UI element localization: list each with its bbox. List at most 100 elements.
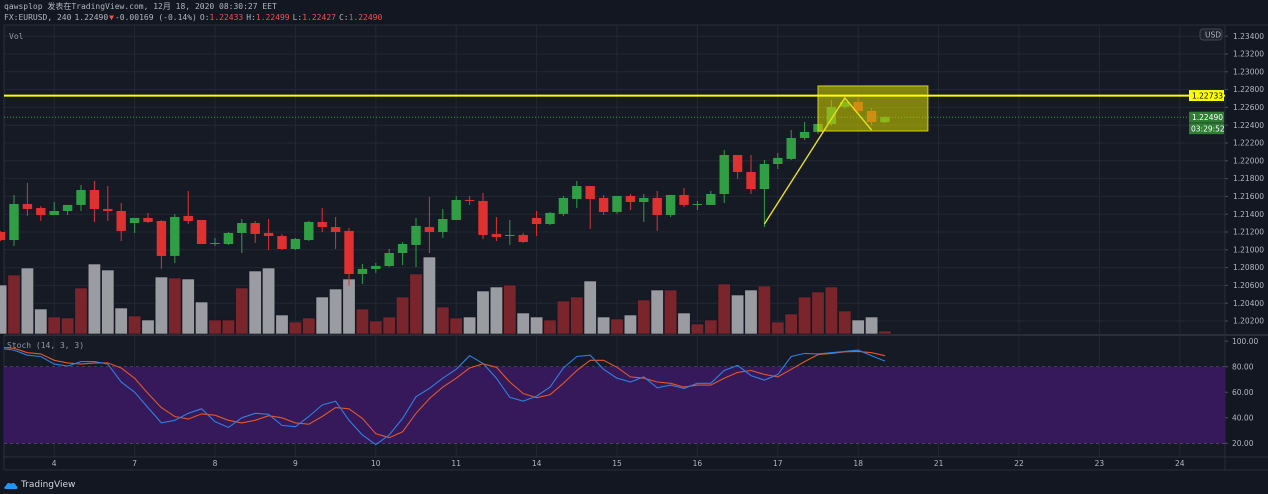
volume-bar	[650, 289, 664, 335]
volume-bar	[221, 319, 235, 335]
down-arrow-icon: ▼	[109, 13, 114, 22]
last-price: 1.22490	[74, 13, 109, 22]
stoch-label: 20.00	[1232, 439, 1254, 448]
candle-body	[317, 221, 327, 228]
candle-body	[612, 195, 622, 212]
candle-body	[237, 223, 247, 233]
candle-body	[196, 219, 207, 245]
stoch-lines	[3, 346, 886, 446]
stoch-band	[4, 366, 1225, 444]
volume-bar	[87, 263, 101, 335]
candle-body	[263, 232, 274, 237]
candle-body	[103, 208, 113, 211]
candle-body	[505, 234, 515, 237]
candle-body	[250, 223, 260, 234]
volume-bar	[556, 300, 570, 335]
candle-body	[598, 198, 609, 212]
trend-line[interactable]	[763, 96, 873, 225]
volume-bar	[878, 330, 892, 335]
price-label: 1.23200	[1233, 50, 1264, 59]
candle-body	[518, 234, 528, 242]
volume-bar	[731, 294, 745, 335]
candle-body	[22, 203, 33, 209]
candle-body	[76, 189, 86, 205]
time-label: 10	[371, 459, 381, 468]
volume-bar	[623, 314, 637, 335]
candle-body	[585, 185, 595, 199]
volume-bar	[302, 317, 316, 335]
candle-body	[706, 193, 716, 205]
volume-bar	[74, 287, 88, 335]
candle-body	[371, 265, 381, 269]
volume-bar	[369, 320, 383, 335]
candle-body	[9, 203, 19, 241]
countdown-label: 03:29:52	[1191, 124, 1225, 133]
price-label: 1.20200	[1233, 317, 1264, 326]
time-label: 15	[612, 459, 622, 468]
highlight-rectangle[interactable]	[817, 85, 929, 132]
stoch-label: 60.00	[1232, 388, 1254, 397]
candle-body	[143, 217, 153, 222]
volume-bar	[476, 290, 490, 335]
price-label: 1.21800	[1233, 174, 1264, 183]
candle-body	[759, 164, 770, 190]
tradingview-footer[interactable]: TradingView	[4, 478, 75, 492]
low-label: L:	[292, 13, 303, 22]
last-price-badge	[1189, 111, 1224, 123]
close-label: C:	[338, 13, 349, 22]
volume-bar	[543, 319, 557, 335]
volume-bar	[530, 316, 544, 335]
candle-body	[183, 215, 193, 221]
close-value: 1.22490	[348, 13, 383, 22]
candle-body	[357, 268, 368, 275]
time-label: 7	[132, 459, 137, 468]
price-label: 1.23000	[1233, 67, 1264, 76]
volume-bar	[838, 310, 852, 335]
volume-bar	[664, 289, 678, 335]
stoch-label: 80.00	[1232, 362, 1254, 371]
candle-body	[330, 227, 341, 232]
high-value: 1.22499	[255, 13, 290, 22]
volume-bar	[436, 306, 450, 335]
candle-body	[451, 199, 461, 220]
volume-bar	[275, 314, 289, 335]
candle-body	[384, 253, 394, 266]
candle-body	[170, 216, 180, 256]
volume-bars	[0, 256, 892, 335]
volume-bar	[690, 323, 704, 335]
volume-bar	[717, 283, 731, 335]
hline-price-badge	[1189, 90, 1224, 102]
volume-bar	[811, 291, 825, 335]
volume-bar	[235, 287, 249, 335]
candle-body	[692, 203, 703, 205]
candle-body	[424, 227, 435, 232]
volume-bar	[422, 256, 436, 335]
volume-bar	[503, 284, 517, 335]
stoch-pane-label: Stoch (14, 3, 3)	[7, 341, 85, 350]
volume-bar	[329, 288, 343, 335]
volume-bar	[396, 296, 410, 335]
volume-bar	[637, 299, 651, 335]
volume-bar	[315, 296, 329, 335]
candle-body	[732, 155, 743, 173]
volume-bar	[355, 308, 369, 335]
time-label: 8	[213, 459, 218, 468]
volume-bar	[744, 289, 758, 335]
price-change: -0.00169 (-0.14%)	[114, 13, 197, 22]
volume-bar	[61, 317, 75, 335]
time-label: 9	[293, 459, 298, 468]
last-price-label: 1.22490	[1192, 113, 1223, 122]
volume-bar	[141, 319, 155, 335]
stoch-d-line	[3, 346, 886, 439]
candle-body	[773, 157, 783, 165]
currency-badge[interactable]	[1199, 28, 1223, 41]
time-label: 14	[532, 459, 542, 468]
time-label: 21	[934, 459, 944, 468]
candle-body	[397, 244, 408, 254]
price-label: 1.20600	[1233, 281, 1264, 290]
symbol-legend: FX:EURUSD, 240 1.22490▼-0.00169 (-0.14%) O…	[4, 12, 385, 23]
symbol-interval[interactable]: FX:EURUSD, 240	[4, 13, 72, 22]
low-value: 1.22427	[302, 13, 336, 22]
volume-bar	[489, 286, 503, 335]
